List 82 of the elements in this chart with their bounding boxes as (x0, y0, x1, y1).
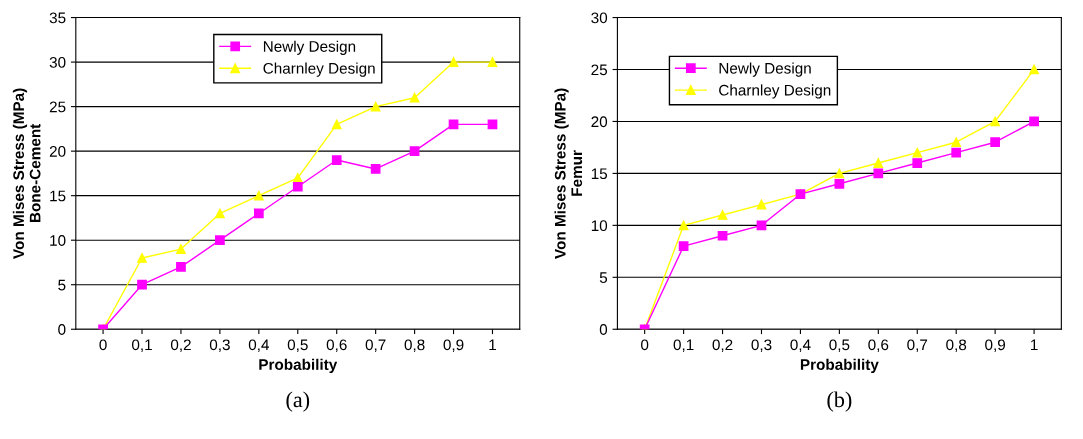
y-tick-label: 25 (591, 64, 608, 76)
point (834, 178, 845, 189)
legend-label: Charnley Design (263, 62, 375, 77)
legend-label: Charnley Design (719, 84, 831, 99)
y-tick-label: 30 (49, 56, 66, 68)
point (487, 57, 498, 67)
point (990, 137, 1001, 148)
text: (a) (286, 391, 310, 412)
y-tick-label: 30 (591, 12, 608, 24)
x-tick-label: 1 (489, 339, 496, 351)
point (215, 235, 225, 246)
point (176, 262, 186, 272)
point (678, 241, 689, 251)
x-axis-title: Probability (259, 358, 338, 374)
x-tick-label: 0 (99, 339, 107, 351)
point (756, 220, 767, 231)
point (409, 146, 420, 157)
legend-label: Newly Design (263, 40, 356, 55)
x-tick-label: 0 (641, 339, 649, 351)
point (717, 210, 728, 220)
x-tick-label: 0,9 (985, 339, 1006, 352)
x-tick-label: 0,7 (365, 339, 386, 352)
y-tick-label: 0 (599, 324, 608, 335)
y-tick-label: 0 (58, 324, 66, 335)
point (873, 168, 884, 179)
point (370, 101, 381, 112)
point (331, 119, 342, 130)
x-tick-label: 0,6 (326, 339, 347, 352)
point (253, 208, 264, 219)
text: (b) (827, 391, 852, 412)
x-tick-label: 0,7 (907, 339, 928, 352)
y-tick-label: 35 (49, 12, 66, 24)
point (951, 137, 962, 148)
point (717, 230, 728, 241)
point (1029, 64, 1039, 75)
point (409, 92, 420, 103)
y-tick-label: 25 (49, 101, 66, 113)
point (912, 158, 923, 168)
x-tick-label: 0,1 (131, 339, 152, 352)
point (990, 116, 1001, 127)
y-tick-label: 5 (58, 279, 66, 291)
y-tick-label: 5 (599, 272, 608, 283)
point (951, 147, 962, 158)
point (137, 253, 147, 263)
x-tick-label: 0,8 (946, 339, 967, 352)
x-tick-label: 0,8 (404, 339, 425, 352)
point (331, 155, 342, 165)
x-tick-label: 0,2 (170, 339, 191, 352)
x-tick-label: 0,3 (751, 339, 772, 352)
point (370, 164, 381, 174)
x-tick-label: 0,3 (209, 339, 230, 352)
point (873, 158, 884, 168)
x-tick-label: 0,4 (248, 339, 270, 352)
point (912, 147, 923, 158)
point (756, 199, 767, 210)
x-tick-label: 0,2 (712, 339, 733, 352)
point (292, 181, 303, 192)
y-tick-label: 10 (50, 235, 66, 246)
point (215, 208, 225, 219)
x-tick-label: 0,1 (673, 339, 694, 352)
point (253, 190, 264, 201)
legend-label: Newly Design (719, 62, 811, 77)
y-tick-label: 20 (49, 146, 66, 157)
point (137, 279, 147, 290)
y-tick-label: 20 (591, 116, 608, 128)
y-axis-title: Von Mises Stress (MPa) Bone-Cement (12, 88, 41, 259)
y-axis-title: Von Mises Stress (MPa) Femur (554, 88, 583, 259)
point (176, 244, 186, 254)
x-tick-label: 0,9 (443, 339, 464, 352)
y-tick-label: 15 (591, 168, 608, 180)
x-tick-label: 0,5 (287, 339, 308, 352)
point (1029, 116, 1039, 127)
x-axis-title: Probability (800, 358, 879, 374)
point (678, 220, 689, 231)
x-tick-label: 1 (1031, 339, 1038, 351)
y-tick-label: 10 (591, 220, 608, 232)
x-tick-label: 0,6 (868, 339, 889, 352)
y-tick-label: 15 (50, 190, 66, 202)
point (448, 57, 459, 67)
x-tick-label: 0,5 (829, 339, 850, 352)
x-tick-label: 0,4 (790, 339, 811, 352)
point (834, 168, 845, 179)
